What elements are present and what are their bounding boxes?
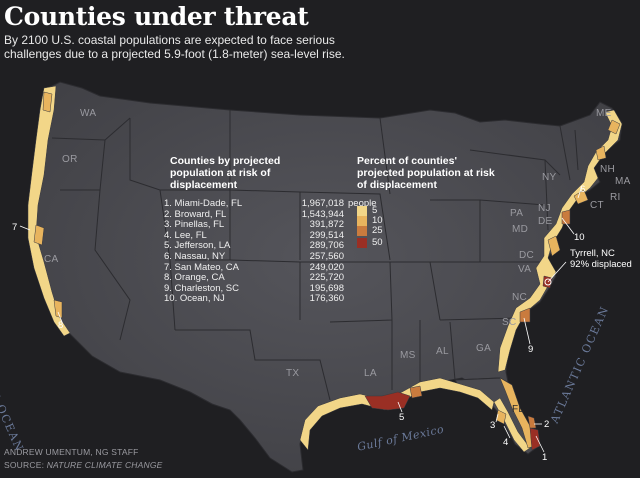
callout-place: Tyrrell, NC: [570, 248, 615, 259]
state-label-ny: NY: [542, 172, 557, 183]
ranking-row: 1. Miami-Dade, FL 1,967,018 people: [164, 198, 377, 210]
ranking-county: 1. Miami-Dade, FL: [164, 198, 243, 209]
legend-label: 10: [372, 215, 383, 226]
source-prefix: SOURCE:: [4, 460, 47, 470]
marker-6: 6: [580, 184, 586, 195]
marker-10: 10: [574, 232, 585, 243]
state-label-la: LA: [364, 368, 377, 379]
tyrrell-marker: [544, 278, 552, 286]
legend-title: Percent of counties' projected populatio…: [357, 155, 495, 191]
state-label-dc: DC: [519, 250, 535, 261]
ranking-county: 4. Lee, FL: [164, 229, 207, 241]
ranking-value: 299,514: [309, 229, 344, 241]
state-label-me: ME: [596, 108, 612, 119]
ranking-row: 7. San Mateo, CA 249,020: [164, 261, 344, 274]
ranking-row: 10. Ocean, NJ 176,360: [164, 294, 344, 305]
ranking-county: 5. Jefferson, LA: [164, 240, 231, 252]
ranking-county: 7. San Mateo, CA: [164, 261, 239, 273]
tyrrell-callout: Tyrrell, NC 92% displaced: [570, 248, 632, 270]
marker-8: 8: [58, 320, 64, 331]
source: SOURCE: NATURE CLIMATE CHANGE: [4, 460, 163, 470]
legend-label: 25: [372, 225, 383, 236]
ranking-county: 2. Broward, FL: [164, 208, 227, 220]
legend-swatch: [357, 206, 367, 216]
state-label-tx: TX: [286, 368, 300, 379]
ranking-row: 3. Pinellas, FL 391,872: [164, 220, 344, 231]
state-label-ct: CT: [590, 200, 604, 211]
state-label-ri: RI: [610, 192, 621, 203]
ranking-county: 3. Pinellas, FL: [164, 219, 225, 231]
ranking-county: 8. Orange, CA: [164, 272, 225, 284]
marker-7: 7: [12, 222, 18, 233]
marker-1: 1: [542, 452, 548, 463]
state-label-va: VA: [518, 264, 532, 275]
page-subtitle: By 2100 U.S. coastal populations are exp…: [4, 33, 345, 61]
ranking-row: 8. Orange, CA 225,720: [164, 273, 344, 284]
ranking-value: 249,020: [309, 261, 344, 273]
legend-swatch: [357, 238, 367, 248]
ranking-county: 10. Ocean, NJ: [164, 293, 225, 305]
state-label-al: AL: [436, 346, 449, 357]
marker-3: 3: [490, 420, 496, 431]
ranking-county: 6. Nassau, NY: [164, 250, 226, 262]
marker-9: 9: [528, 344, 534, 355]
marker-4: 4: [503, 437, 509, 448]
state-label-ma: MA: [615, 176, 631, 187]
state-label-wa: WA: [80, 108, 97, 119]
state-label-fl: FL: [512, 404, 525, 415]
state-label-sc: SC: [502, 317, 517, 328]
state-label-ms: MS: [400, 350, 416, 361]
state-label-nc: NC: [512, 292, 528, 303]
state-label-or: OR: [62, 154, 78, 165]
legend-swatch: [357, 216, 367, 226]
ranking-value: 225,720: [309, 272, 344, 284]
ranking-value: 289,706: [309, 240, 344, 252]
ranking-value: 391,872: [309, 219, 344, 231]
ranking-value: 195,698: [309, 282, 344, 294]
marker-leaders: [19, 185, 583, 453]
legend-swatch: [357, 226, 367, 236]
ranking-value: 1,543,944: [301, 208, 344, 220]
ranking-county: 9. Charleston, SC: [164, 282, 239, 294]
ranking-row: 6. Nassau, NY 257,560: [164, 250, 344, 263]
coastal-counties: [27, 85, 623, 453]
ranking-row: 5. Jefferson, LA 289,706: [164, 241, 344, 252]
source-name: NATURE CLIMATE CHANGE: [46, 460, 163, 470]
state-label-md: MD: [512, 224, 529, 235]
ranking-value: 257,560: [309, 250, 344, 262]
ranking-list: 1. Miami-Dade, FL 1,967,018 people 2. Brow…: [164, 198, 377, 305]
ranking-title: Counties by projected population at risk…: [170, 155, 281, 191]
ranking-value: 176,360: [309, 293, 344, 305]
ranking-row: 4. Lee, FL 299,514: [164, 229, 344, 242]
state-label-pa: PA: [510, 208, 524, 219]
ranking-unit: people: [348, 198, 377, 209]
state-label-de: DE: [538, 216, 553, 227]
marker-2: 2: [544, 419, 550, 430]
state-label-nj: NJ: [538, 203, 551, 214]
legend-label: 50: [372, 237, 383, 248]
state-label-ga: GA: [476, 343, 492, 354]
ranking-value: 1,967,018: [301, 198, 344, 209]
ranking-row: 9. Charleston, SC 195,698: [164, 282, 344, 295]
page-title: Counties under threat: [4, 2, 309, 31]
legend-label: 5: [372, 205, 378, 216]
marker-5: 5: [399, 412, 405, 423]
state-label-ca: CA: [44, 254, 59, 265]
ranking-row: 2. Broward, FL 1,543,944: [164, 208, 344, 221]
byline: ANDREW UMENTUM, NG STAFF: [4, 447, 139, 457]
state-label-nh: NH: [600, 164, 616, 175]
callout-detail: 92% displaced: [570, 259, 632, 270]
